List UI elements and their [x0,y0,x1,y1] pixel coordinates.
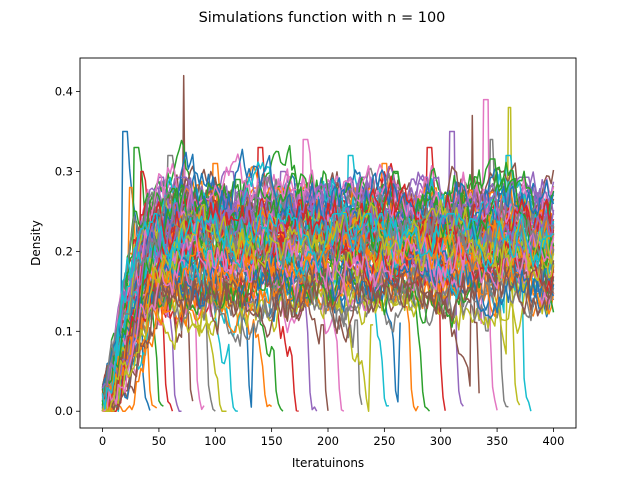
x-tick-label: 100 [204,434,226,448]
chart-title: Simulations function with n = 100 [199,10,446,26]
x-tick-label: 300 [430,434,452,448]
x-tick-label: 0 [99,434,106,448]
y-tick-label: 0.0 [55,404,73,418]
series-layer [101,74,555,412]
y-tick-label: 0.3 [55,164,73,178]
series-line [101,175,554,408]
x-tick-label: 150 [261,434,283,448]
series-line [101,210,555,412]
y-tick-label: 0.1 [55,324,73,338]
y-axis-label: Density [29,220,43,266]
series-line [102,212,555,412]
y-tick-label: 0.2 [55,244,73,258]
y-axis: 0.0 0.1 0.2 0.3 0.4 [55,85,80,418]
x-axis-label: Iteratuinons [292,456,364,470]
x-tick-label: 400 [542,434,564,448]
x-tick-label: 50 [152,434,167,448]
x-axis: 0 50 100 150 200 250 300 350 400 [99,428,564,448]
series-line [102,244,555,411]
series-line [101,213,555,410]
x-tick-label: 250 [373,434,395,448]
x-tick-label: 350 [486,434,508,448]
x-tick-label: 200 [317,434,339,448]
series-line [102,260,554,408]
y-tick-label: 0.4 [55,85,73,99]
series-line [101,191,554,401]
